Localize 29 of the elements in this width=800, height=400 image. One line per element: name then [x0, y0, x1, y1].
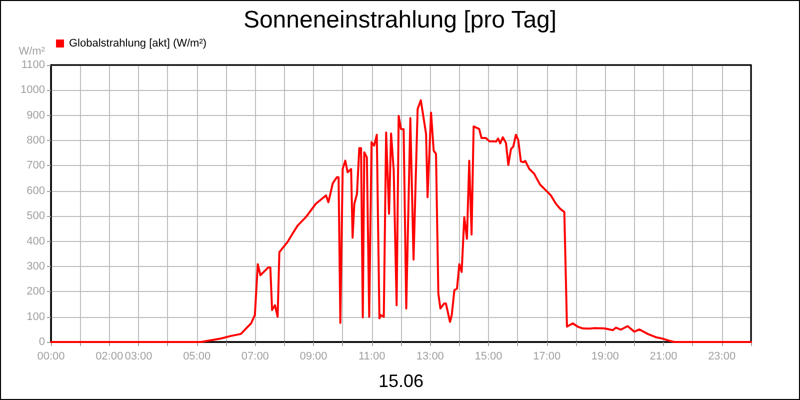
x-tick-label: 23:00 — [708, 350, 736, 362]
y-tick-label: 500 — [26, 210, 45, 222]
y-tick-label: 1100 — [21, 59, 45, 71]
y-axis-title: W/m² — [18, 46, 46, 58]
x-tick-label: 21:00 — [650, 350, 678, 362]
x-tick-label: 17:00 — [533, 350, 561, 362]
x-tick-label: 11:00 — [358, 350, 386, 362]
y-tick-label: 300 — [26, 260, 45, 272]
y-tick-label: 1000 — [20, 84, 45, 96]
x-tick-label: 00:00 — [37, 350, 65, 362]
y-tick-label: 800 — [26, 134, 45, 147]
x-tick-label: 15:00 — [474, 350, 502, 362]
y-tick-label: 600 — [26, 184, 45, 197]
y-tick-label: 400 — [26, 235, 45, 248]
x-tick-label: 09:00 — [300, 350, 328, 362]
legend-label: Globalstrahlung [akt] (W/m²) — [69, 38, 207, 50]
chart-title: Sonneneinstrahlung [pro Tag] — [243, 6, 557, 34]
x-tick-label: 19:00 — [591, 350, 619, 362]
y-tick-label: 900 — [26, 109, 45, 122]
x-tick-label: 02:00 — [96, 350, 124, 362]
y-tick-label: 700 — [26, 160, 45, 172]
x-tick-label: 05:00 — [183, 350, 211, 362]
y-tick-label: 200 — [26, 286, 45, 298]
x-tick-label: 13:00 — [416, 350, 444, 362]
y-tick-label: 100 — [26, 310, 45, 323]
x-tick-label: 07:00 — [241, 350, 269, 362]
x-axis-title: 15.06 — [378, 371, 424, 391]
x-tick-label: 03:00 — [124, 350, 152, 362]
y-tick-label: 0 — [38, 336, 45, 348]
